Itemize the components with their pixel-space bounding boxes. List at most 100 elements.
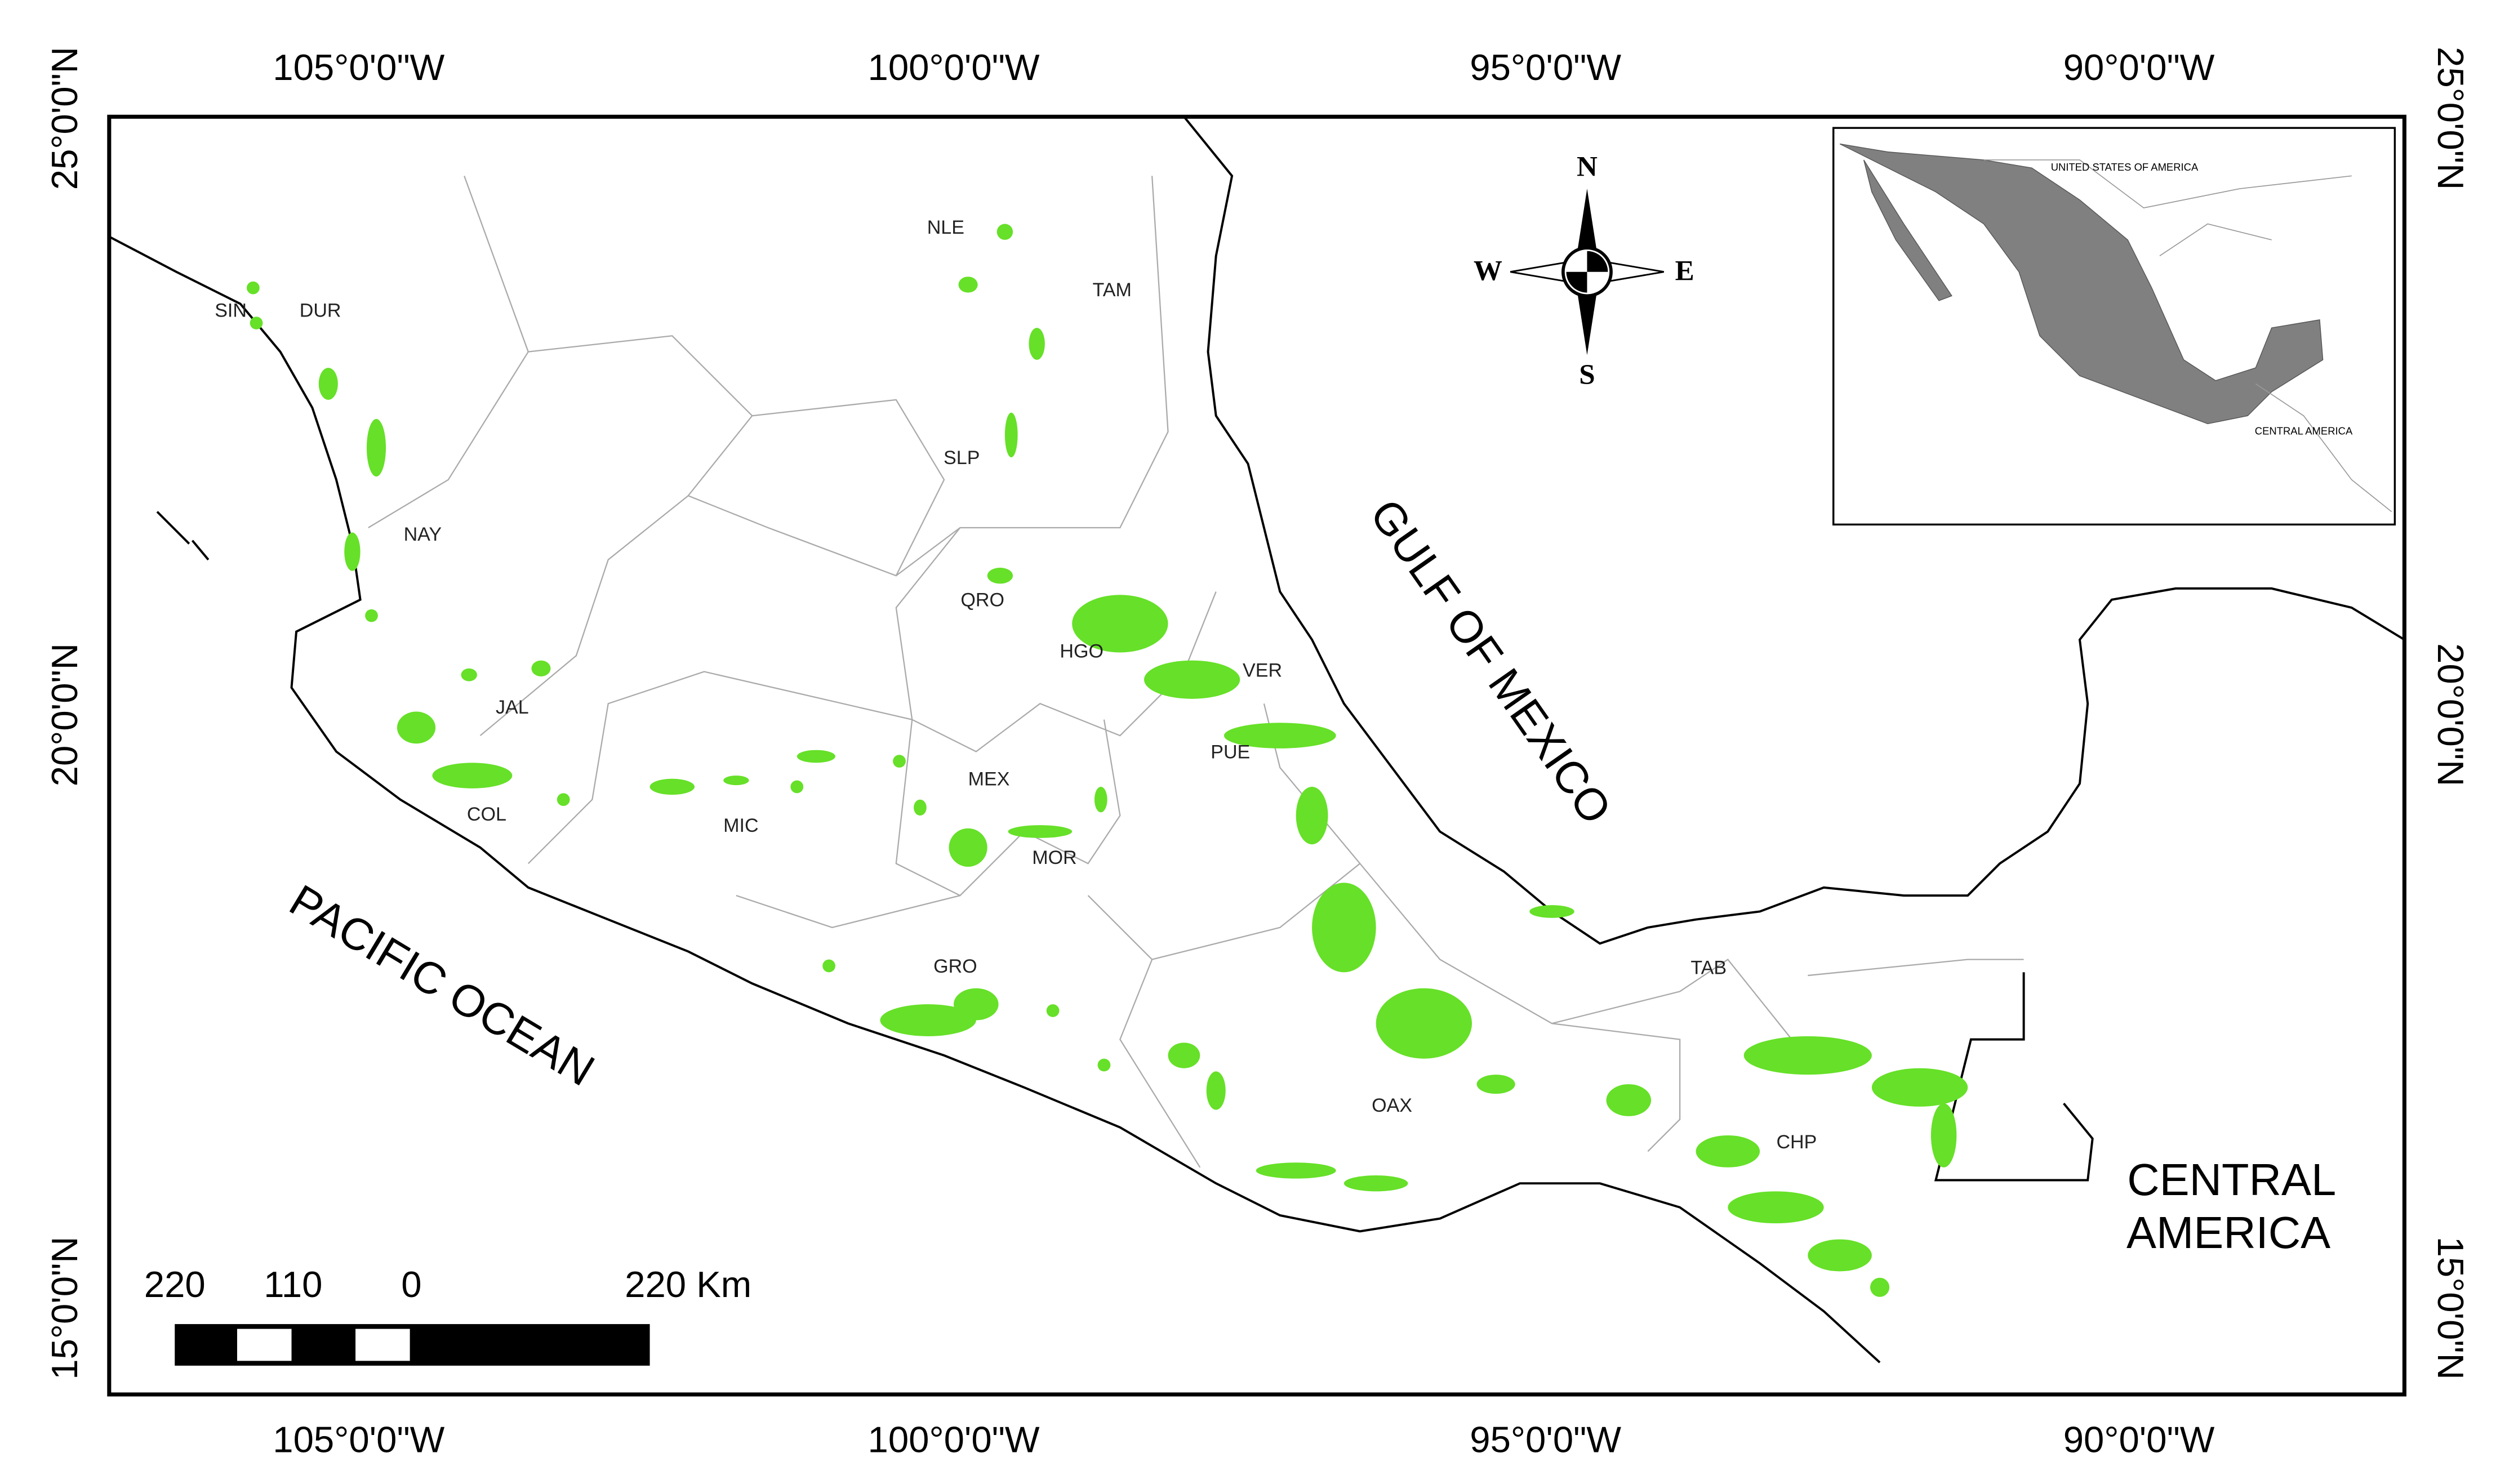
central-america-label: AMERICA bbox=[2126, 1207, 2330, 1258]
vegetation-patch bbox=[250, 317, 263, 329]
vegetation-patch bbox=[1206, 1071, 1226, 1110]
vegetation-patch bbox=[1094, 787, 1107, 813]
vegetation-patch bbox=[914, 799, 927, 816]
state-label: CHP bbox=[1776, 1131, 1817, 1153]
state-label: QRO bbox=[960, 590, 1004, 611]
vegetation-patch bbox=[880, 1004, 976, 1036]
vegetation-patch bbox=[1097, 1058, 1111, 1072]
vegetation-patch bbox=[1376, 988, 1472, 1059]
lon-label: 90°0'0"W bbox=[2063, 1419, 2215, 1460]
baja-tip bbox=[156, 511, 210, 561]
scale-label: 0 bbox=[401, 1264, 421, 1305]
vegetation-patches bbox=[247, 224, 1968, 1297]
state-label: TAM bbox=[1092, 279, 1131, 301]
vegetation-patch bbox=[531, 660, 551, 677]
lat-label: 25°0'0"N bbox=[2430, 47, 2471, 190]
lat-label: 15°0'0"N bbox=[2430, 1237, 2471, 1380]
vegetation-patch bbox=[1870, 1277, 1890, 1297]
vegetation-patch bbox=[790, 780, 804, 794]
vegetation-patch bbox=[893, 755, 906, 768]
state-label: MOR bbox=[1032, 847, 1076, 868]
compass-rose bbox=[1510, 189, 1664, 355]
scale-bar bbox=[175, 1324, 650, 1366]
vegetation-patch bbox=[432, 763, 513, 788]
map-frame bbox=[107, 114, 2406, 1397]
vegetation-patch bbox=[1046, 1004, 1060, 1017]
state-label: SIN bbox=[215, 300, 247, 322]
vegetation-patch bbox=[397, 711, 436, 744]
border-line bbox=[1934, 972, 2094, 1182]
vegetation-patch bbox=[1343, 1175, 1408, 1192]
vegetation-patch bbox=[318, 368, 338, 400]
vegetation-patch bbox=[958, 277, 978, 293]
state-label: PUE bbox=[1211, 741, 1250, 763]
vegetation-patch bbox=[1144, 660, 1240, 699]
state-label: NLE bbox=[927, 217, 964, 238]
compass-w: W bbox=[1474, 255, 1502, 287]
state-labels: SIN DUR NLE TAM SLP NAY QRO HGO VER JAL PUE MEX COL M… bbox=[215, 217, 1817, 1153]
compass-e: E bbox=[1675, 255, 1694, 287]
vegetation-patch bbox=[1606, 1084, 1652, 1116]
vegetation-patch bbox=[649, 778, 695, 795]
lat-label: 20°0'0"N bbox=[44, 643, 85, 786]
compass-n: N bbox=[1577, 151, 1598, 183]
state-borders bbox=[368, 175, 2024, 1168]
vegetation-patch bbox=[461, 668, 477, 681]
scale-label: 220 Km bbox=[625, 1264, 751, 1305]
lon-label: 105°0'0"W bbox=[273, 1419, 444, 1460]
lat-label: 20°0'0"N bbox=[2430, 643, 2471, 786]
vegetation-patch bbox=[1296, 787, 1328, 845]
vegetation-patch bbox=[557, 793, 570, 806]
vegetation-patch bbox=[1743, 1036, 1872, 1075]
vegetation-patch bbox=[1029, 328, 1045, 360]
vegetation-patch bbox=[365, 609, 378, 622]
state-label: TAB bbox=[1690, 957, 1727, 979]
lon-label: 95°0'0"W bbox=[1470, 1419, 1621, 1460]
vegetation-patch bbox=[1728, 1191, 1824, 1224]
vegetation-patch bbox=[1476, 1075, 1515, 1094]
inset-label: CENTRAL AMERICA bbox=[2255, 425, 2353, 437]
lat-label: 15°0'0"N bbox=[44, 1237, 85, 1380]
lon-label: 95°0'0"W bbox=[1470, 47, 1621, 88]
lon-label: 100°0'0"W bbox=[868, 1419, 1040, 1460]
vegetation-patch bbox=[797, 750, 835, 763]
state-label: OAX bbox=[1372, 1095, 1412, 1116]
vegetation-patch bbox=[723, 776, 749, 786]
state-label: HGO bbox=[1060, 640, 1104, 662]
vegetation-patch bbox=[366, 418, 386, 477]
gulf-coastline bbox=[1183, 116, 2405, 945]
vegetation-patch bbox=[1168, 1042, 1200, 1068]
state-label: MEX bbox=[968, 769, 1010, 790]
central-america-label: CENTRAL bbox=[2127, 1155, 2336, 1205]
state-label: MIC bbox=[723, 815, 758, 836]
vegetation-patch bbox=[1256, 1162, 1336, 1179]
vegetation-patch bbox=[1312, 883, 1376, 973]
vegetation-patch bbox=[949, 828, 987, 867]
vegetation-patch bbox=[1696, 1135, 1760, 1167]
vegetation-patch bbox=[1930, 1103, 1957, 1167]
state-label: VER bbox=[1243, 660, 1282, 681]
lon-label: 100°0'0"W bbox=[868, 47, 1040, 88]
state-label: GRO bbox=[933, 956, 977, 977]
inset-map bbox=[1832, 127, 2396, 526]
vegetation-patch bbox=[1072, 595, 1168, 653]
state-label: JAL bbox=[496, 697, 529, 718]
vegetation-patch bbox=[344, 532, 361, 571]
scale-label: 110 bbox=[264, 1264, 322, 1305]
vegetation-patch bbox=[1871, 1068, 1968, 1107]
inset-label: UNITED STATES OF AMERICA bbox=[2051, 161, 2199, 173]
vegetation-patch bbox=[1223, 723, 1336, 748]
vegetation-patch bbox=[1004, 412, 1018, 458]
vegetation-patch bbox=[996, 224, 1013, 240]
lon-label: 90°0'0"W bbox=[2063, 47, 2215, 88]
lat-label: 25°0'0"N bbox=[44, 47, 85, 190]
scale-label: 220 bbox=[144, 1264, 206, 1305]
vegetation-patch bbox=[954, 988, 999, 1020]
vegetation-patch bbox=[247, 281, 260, 295]
vegetation-patch bbox=[822, 959, 835, 973]
state-label: SLP bbox=[944, 447, 980, 469]
state-label: DUR bbox=[300, 300, 341, 322]
vegetation-patch bbox=[1008, 825, 1073, 838]
